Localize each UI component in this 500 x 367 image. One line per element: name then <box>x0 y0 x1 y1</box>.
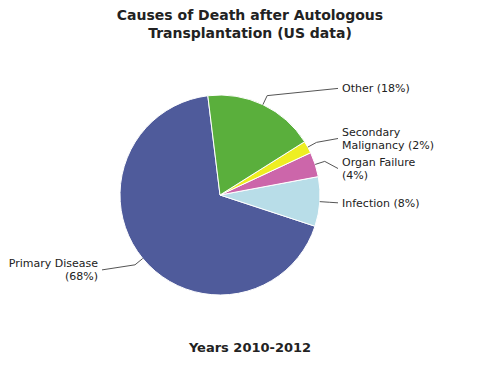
leader-line <box>320 202 338 203</box>
leader-line <box>315 161 338 168</box>
pie <box>120 95 320 295</box>
slice-label: Organ Failure(4%) <box>342 156 416 182</box>
subtitle: Years 2010-2012 <box>188 340 311 355</box>
slice-label: Other (18%) <box>342 82 410 95</box>
title: Causes of Death after AutologousTranspla… <box>117 7 383 41</box>
slice-label: Primary Disease(68%) <box>9 257 99 283</box>
chart: Causes of Death after AutologousTranspla… <box>0 0 500 367</box>
slice-label: SecondaryMalignancy (2%) <box>342 126 434 152</box>
slice <box>208 95 305 195</box>
leader-line <box>308 139 338 148</box>
leader-line <box>263 88 338 104</box>
slice-label: Infection (8%) <box>342 197 420 210</box>
leader-line <box>102 258 143 269</box>
